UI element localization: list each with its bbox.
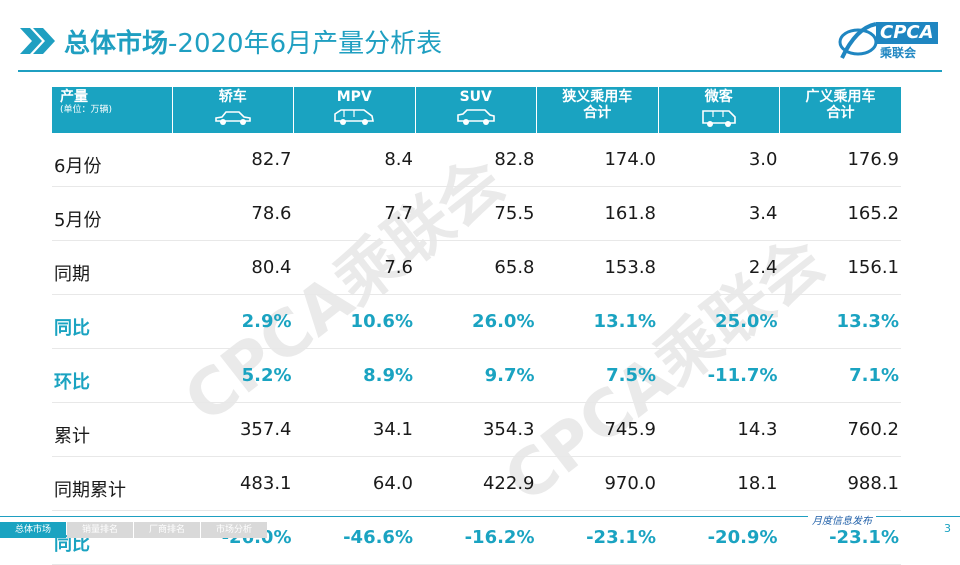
table-cell: 161.8 [536, 186, 658, 241]
table-cell: 970.0 [536, 456, 658, 511]
table-cell: 34.1 [293, 402, 415, 457]
table-cell: -46.6% [293, 510, 415, 565]
table-cell: 7.7 [293, 186, 415, 241]
table-cell: 8.4 [293, 133, 415, 187]
table-cell: 80.4 [172, 240, 294, 295]
table-cell: 176.9 [779, 133, 901, 187]
table-cell: 13.3% [779, 294, 901, 349]
col-header-suv: SUV [415, 87, 537, 133]
row-label: 累计 [52, 402, 172, 457]
row-label: 环比 [52, 348, 172, 403]
table-cell: 156.1 [779, 240, 901, 295]
table-cell: 75.5 [415, 186, 537, 241]
table-row: 6月份 82.7 8.4 82.8 174.0 3.0 176.9 [52, 133, 901, 187]
table-cell: 64.0 [293, 456, 415, 511]
table-cell: 65.8 [415, 240, 537, 295]
col-header-label: 广义乘用车 [805, 89, 876, 105]
footer-tab-maker-ranking[interactable]: 厂商排名 [134, 522, 200, 538]
table-cell: 3.0 [658, 133, 780, 187]
table-cell: 18.1 [658, 456, 780, 511]
footer-tab-total-market[interactable]: 总体市场 [0, 522, 66, 538]
page-number: 3 [944, 522, 951, 535]
footer-nav: 总体市场 销量排名 厂商排名 市场分析 [0, 522, 268, 538]
table-cell: 7.1% [779, 348, 901, 403]
table-cell: 2.4 [658, 240, 780, 295]
row-label: 5月份 [52, 186, 172, 241]
sedan-icon [214, 111, 251, 125]
table-cell: 26.0% [415, 294, 537, 349]
table-cell: 10.6% [293, 294, 415, 349]
table-cell: 2.9% [172, 294, 294, 349]
col-header-label: MPV [336, 89, 372, 105]
table-cell: -20.9% [658, 510, 780, 565]
table-row: 同比 2.9% 10.6% 26.0% 13.1% 25.0% 13.3% [52, 294, 901, 349]
van-icon [701, 110, 736, 127]
col-header-mpv: MPV [293, 87, 416, 133]
page-title-rest: -2020年6月产量分析表 [168, 28, 443, 59]
table-cell: 9.7% [415, 348, 537, 403]
table-cell: 174.0 [536, 133, 658, 187]
table-cell: 745.9 [536, 402, 658, 457]
table-row: 同期 80.4 7.6 65.8 153.8 2.4 156.1 [52, 240, 901, 295]
table-cell: 82.7 [172, 133, 294, 187]
table-cell: 7.6 [293, 240, 415, 295]
table-cell: -23.1% [536, 510, 658, 565]
table-row: 环比 5.2% 8.9% 9.7% 7.5% -11.7% 7.1% [52, 348, 901, 403]
page-title-bold: 总体市场 [64, 28, 169, 59]
table-cell: 988.1 [779, 456, 901, 511]
logo-subtext: 乘联会 [880, 46, 917, 60]
col-header-sedan: 轿车 [172, 87, 294, 133]
table-cell: -16.2% [415, 510, 537, 565]
row-header-cell: 产量 (单位：万辆) [52, 87, 173, 133]
table-header-row: 产量 (单位：万辆) 轿车 MPV SUV [52, 87, 901, 133]
row-label: 同期 [52, 240, 172, 295]
col-header-label-line2: 合计 [826, 105, 855, 121]
table-cell: 13.1% [536, 294, 658, 349]
suv-icon [456, 109, 495, 125]
table-cell: 760.2 [779, 402, 901, 457]
production-table: 产量 (单位：万辆) 轿车 MPV SUV [52, 87, 901, 565]
table-cell: 5.2% [172, 348, 294, 403]
title-underline [18, 70, 942, 72]
row-label: 6月份 [52, 133, 172, 187]
footer-tab-sales-ranking[interactable]: 销量排名 [67, 522, 133, 538]
col-header-label: SUV [459, 89, 492, 105]
table-cell: 8.9% [293, 348, 415, 403]
col-header-label-line2: 合计 [583, 105, 612, 121]
row-label: 同期累计 [52, 456, 172, 511]
row-header-main: 产量 [60, 89, 88, 105]
table-row: 5月份 78.6 7.7 75.5 161.8 3.4 165.2 [52, 186, 901, 241]
col-header-minivan: 微客 [658, 87, 780, 133]
title-bar: 总体市场-2020年6月产量分析表 [18, 18, 442, 64]
double-chevron-icon [18, 26, 56, 56]
footer-tab-market-analysis[interactable]: 市场分析 [201, 522, 267, 538]
row-label: 同比 [52, 294, 172, 349]
table-cell: 153.8 [536, 240, 658, 295]
table-cell: 422.9 [415, 456, 537, 511]
table-cell: 3.4 [658, 186, 780, 241]
table-row: 同期累计 483.1 64.0 422.9 970.0 18.1 988.1 [52, 456, 901, 511]
col-header-label: 微客 [704, 89, 733, 105]
table-cell: 354.3 [415, 402, 537, 457]
table-cell: 357.4 [172, 402, 294, 457]
col-header-label: 轿车 [218, 89, 247, 105]
table-cell: 25.0% [658, 294, 780, 349]
table-cell: -11.7% [658, 348, 780, 403]
page-title: 总体市场-2020年6月产量分析表 [64, 23, 442, 60]
footer-publication-label: 月度信息发布 [808, 512, 876, 527]
col-header-label: 狭义乘用车 [562, 89, 633, 105]
col-header-narrow-total: 狭义乘用车 合计 [536, 87, 659, 133]
mpv-icon [334, 109, 375, 125]
table-row: 累计 357.4 34.1 354.3 745.9 14.3 760.2 [52, 402, 901, 457]
table-cell: 165.2 [779, 186, 901, 241]
footer-divider [0, 516, 960, 517]
row-header-unit: (单位：万辆) [60, 105, 113, 115]
col-header-broad-total: 广义乘用车 合计 [779, 87, 901, 133]
table-cell: 82.8 [415, 133, 537, 187]
table-cell: 78.6 [172, 186, 294, 241]
logo-text: CPCA [876, 22, 938, 44]
table-cell: 7.5% [536, 348, 658, 403]
table-cell: 483.1 [172, 456, 294, 511]
table-cell: 14.3 [658, 402, 780, 457]
